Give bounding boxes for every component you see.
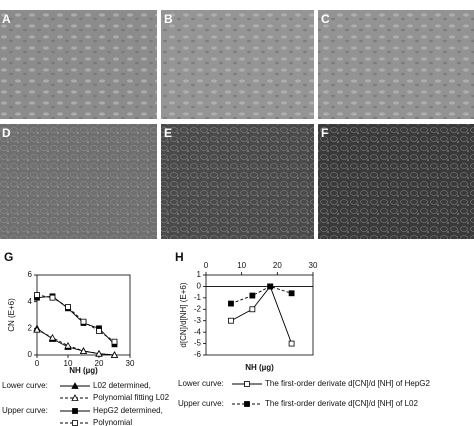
y-tick-label: -2	[194, 304, 202, 313]
legend-heading: Upper curve:	[2, 406, 48, 415]
y-tick-label: -3	[194, 316, 202, 325]
data-point	[64, 341, 72, 349]
y-tick-label: 4	[28, 297, 33, 306]
micrograph-texture	[318, 10, 474, 119]
x-tick-label: 0	[204, 261, 209, 270]
data-line	[36, 294, 115, 343]
data-line	[36, 295, 115, 345]
data-point	[79, 347, 88, 354]
data-point	[267, 283, 274, 290]
legend-marker	[72, 408, 78, 414]
legend-label: L02 determined,	[93, 381, 151, 390]
legend-label: The first-order derivate d[CN]/d [NH] of…	[265, 379, 431, 388]
legend-heading: Upper curve:	[178, 399, 224, 408]
data-point	[48, 333, 57, 341]
legend-label: Polynomial	[93, 418, 132, 426]
data-point	[249, 306, 256, 313]
y-tick-label: -5	[194, 339, 202, 348]
legend-label: Polynomial fitting L02	[93, 393, 170, 402]
panel-label: G	[4, 250, 13, 264]
micrograph-texture	[161, 124, 314, 239]
x-tick-label: 10	[237, 261, 246, 270]
micrograph-texture	[161, 10, 314, 119]
x-axis-label: NH (µg)	[69, 366, 98, 375]
plot-frame	[205, 274, 314, 356]
legend-marker	[71, 382, 79, 389]
data-point	[228, 317, 234, 324]
legend-marker	[71, 394, 79, 401]
x-tick-label: 10	[64, 359, 73, 368]
legend-heading: Lower curve:	[2, 381, 48, 390]
legend-label: The first-order derivate d[CN]/d [NH] of…	[265, 399, 419, 408]
micrograph-texture	[0, 124, 157, 239]
y-tick-label: 1	[197, 270, 202, 279]
panel-label: E	[164, 126, 172, 140]
x-tick-label: 30	[126, 359, 135, 368]
data-point	[288, 340, 295, 347]
plot-frame	[36, 274, 131, 356]
micrographs: A B C D E F	[0, 10, 474, 239]
panel-label: B	[164, 12, 173, 26]
legend-marker	[244, 401, 250, 407]
data-point	[96, 328, 102, 334]
y-tick-label: -1	[194, 293, 202, 302]
legend-label: HepG2 determined,	[93, 406, 163, 415]
data-line	[36, 327, 115, 356]
x-tick-label: 20	[273, 261, 282, 270]
micrograph-texture	[318, 124, 474, 239]
data-point	[95, 349, 103, 357]
y-tick-label: 0	[197, 282, 202, 291]
data-point	[65, 304, 71, 310]
legend-marker	[72, 420, 78, 426]
panel-label: C	[321, 12, 330, 26]
y-axis-label: CN (E+6)	[7, 298, 16, 332]
data-point	[49, 294, 56, 301]
panel-label: A	[2, 12, 11, 26]
y-tick-label: 2	[28, 323, 33, 332]
data-line	[230, 285, 292, 304]
panel-label: D	[2, 126, 11, 140]
y-tick-label: 0	[28, 350, 33, 359]
panel-label: H	[175, 250, 184, 264]
y-tick-label: -6	[194, 350, 202, 359]
data-point	[80, 318, 87, 325]
x-axis-label: NH (µg)	[245, 363, 274, 372]
panel-label: F	[321, 126, 328, 140]
data-point	[288, 290, 295, 297]
legend-heading: Lower curve:	[178, 379, 224, 388]
y-tick-label: 6	[28, 270, 33, 279]
data-point	[249, 292, 256, 299]
x-tick-label: 20	[95, 359, 104, 368]
micrograph-texture	[0, 10, 157, 119]
x-tick-label: 30	[309, 261, 318, 270]
legend-marker	[244, 381, 250, 387]
x-tick-label: 0	[35, 359, 40, 368]
data-point	[34, 292, 40, 298]
data-line	[230, 285, 293, 344]
y-axis-label: d[CN]/d[NH] (E+6)	[179, 282, 188, 347]
data-point	[111, 338, 118, 345]
data-point	[228, 300, 234, 307]
y-tick-label: -4	[194, 327, 202, 336]
data-point	[33, 325, 41, 333]
data-point	[110, 351, 119, 358]
